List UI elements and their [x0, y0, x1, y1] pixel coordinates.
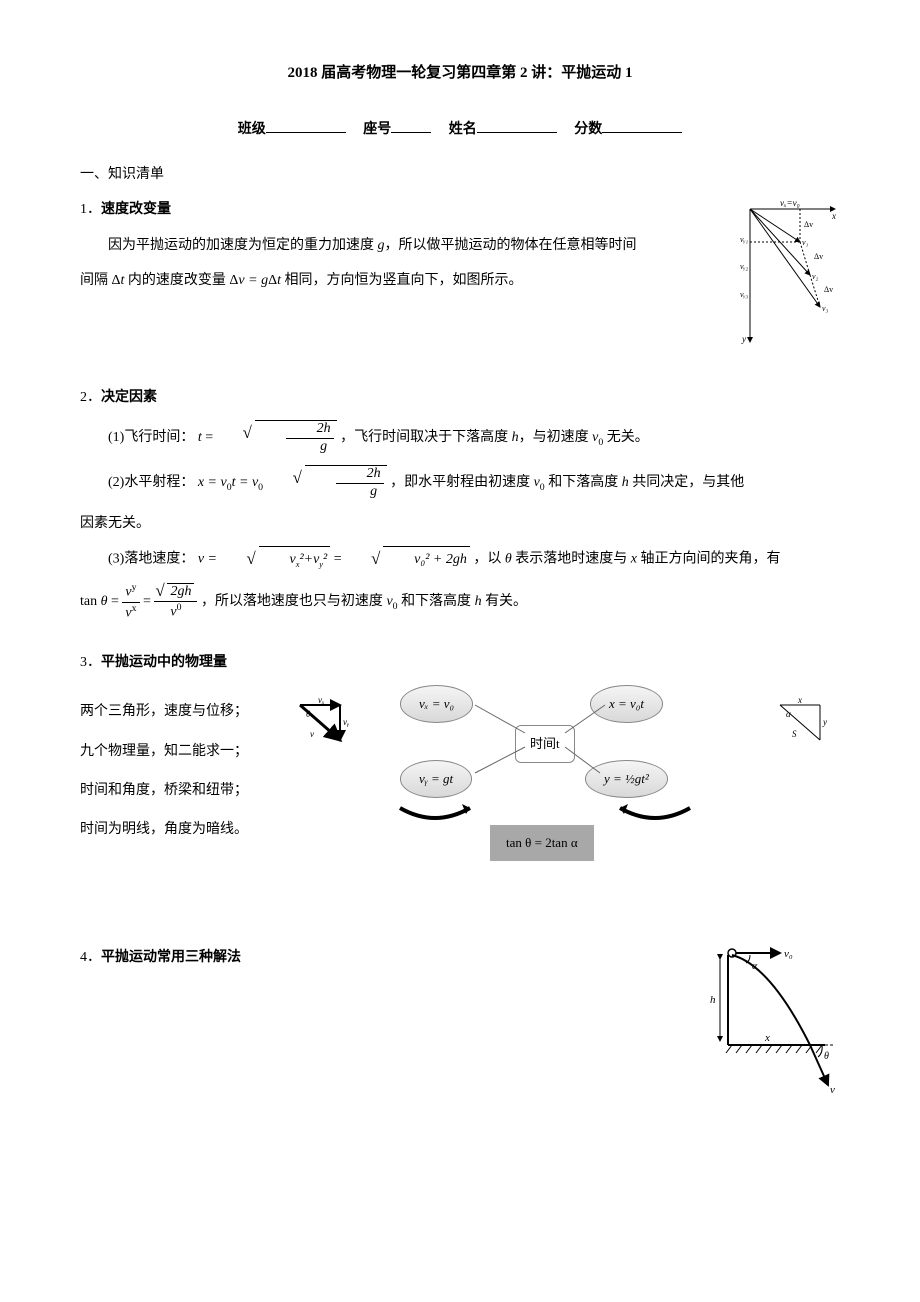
- svg-text:x: x: [764, 1032, 770, 1044]
- center-time-box: 时间t: [515, 725, 575, 762]
- fig1-dv3: Δv: [824, 285, 833, 294]
- section-1-heading: 一、知识清单: [80, 162, 840, 187]
- figure-projectile: v₀ α h x θ v: [710, 945, 840, 1104]
- doc-title: 2018 届高考物理一轮复习第四章第 2 讲：平抛运动 1: [80, 60, 840, 87]
- s3-line4: 时间为明线，角度为暗线。: [80, 817, 280, 842]
- svg-text:vᵧ: vᵧ: [343, 717, 349, 727]
- s2-l1: (1)飞行时间： t = 2hg ，飞行时间取决于下落高度 h，与初速度 v0 …: [80, 420, 840, 456]
- fig1-dv1: Δv: [804, 220, 813, 229]
- s3-diagram-row: 两个三角形，速度与位移； 九个物理量，知二能求一； 时间和角度，桥梁和纽带； 时…: [80, 685, 840, 885]
- fig1-vy2: vᵧ₂: [740, 262, 748, 271]
- name-label: 姓名: [449, 122, 477, 137]
- s3-diagram: vₓ θ vᵧ v x α y S vₓ = v₀ x = v₀t vᵧ = g…: [290, 685, 840, 885]
- name-blank[interactable]: [477, 118, 557, 133]
- s2-l2: (2)水平射程： x = v0t = v0 2hg ，即水平射程由初速度 v0 …: [80, 465, 840, 501]
- s2-heading: 2．决定因素: [80, 385, 840, 410]
- score-blank[interactable]: [602, 118, 682, 133]
- s3-text-col: 两个三角形，速度与位移； 九个物理量，知二能求一； 时间和角度，桥梁和纽带； 时…: [80, 685, 280, 856]
- svg-text:θ: θ: [824, 1051, 829, 1062]
- class-blank[interactable]: [266, 118, 346, 133]
- fig1-dv2: Δv: [814, 252, 823, 261]
- svg-text:y: y: [822, 717, 827, 727]
- fig1-v2: v₂: [812, 272, 819, 281]
- s1-p2: 间隔 Δt 内的速度改变量 Δv = gΔt 相同，方向恒为竖直向下，如图所示。: [80, 268, 840, 293]
- score-label: 分数: [574, 122, 602, 137]
- fill-row: 班级 座号 姓名 分数: [80, 117, 840, 142]
- s1-heading: 1．速度改变量: [80, 197, 840, 222]
- figure-velocity-change: vₓ=v₀ x y Δv vᵧ₁ v₁ Δv vᵧ₂ v₂ Δv vᵧ₃ v₃: [740, 197, 840, 356]
- fig1-v1: v₁: [802, 238, 809, 247]
- svg-text:v₀: v₀: [784, 948, 793, 960]
- svg-text:S: S: [792, 729, 797, 739]
- fig1-x-label: x: [831, 211, 836, 221]
- class-label: 班级: [238, 122, 266, 137]
- fig1-vx-label: vₓ=v₀: [780, 198, 800, 208]
- left-triangle-icon: vₓ θ vᵧ v: [290, 695, 360, 755]
- fig1-vy1: vᵧ₁: [740, 235, 748, 244]
- svg-text:vₓ: vₓ: [318, 695, 325, 705]
- curve-arrow-left-icon: [390, 800, 480, 830]
- fig1-v3: v₃: [822, 304, 829, 313]
- s2-l3: (3)落地速度： v = vx²+vy² = v₀² + 2gh ，以 θ 表示…: [80, 546, 840, 572]
- svg-text:θ: θ: [306, 709, 311, 719]
- bubble-x: x = v₀t: [590, 685, 663, 722]
- curve-arrow-right-icon: [610, 800, 700, 830]
- seat-label: 座号: [363, 122, 391, 137]
- right-triangle-icon: x α y S: [770, 695, 840, 755]
- s1-p1: 因为平抛运动的加速度为恒定的重力加速度 g，所以做平抛运动的物体在任意相等时间: [80, 233, 840, 258]
- fig1-y-label: y: [741, 334, 746, 344]
- svg-text:v: v: [830, 1084, 835, 1095]
- seat-blank[interactable]: [391, 118, 431, 133]
- s2-l2b: 因素无关。: [80, 511, 840, 536]
- fig1-vy3: vᵧ₃: [740, 290, 748, 299]
- svg-text:h: h: [710, 994, 716, 1006]
- svg-text:v: v: [310, 729, 314, 739]
- bubble-y: y = ½gt²: [585, 760, 668, 797]
- svg-text:α: α: [752, 961, 758, 972]
- s3-line3: 时间和角度，桥梁和纽带；: [80, 778, 280, 803]
- s3-line1: 两个三角形，速度与位移；: [80, 699, 280, 724]
- bubble-vy: vᵧ = gt: [400, 760, 472, 797]
- tan-relation-box: tan θ = 2tan α: [490, 825, 594, 860]
- bubble-vx: vₓ = v₀: [400, 685, 473, 722]
- svg-text:x: x: [797, 695, 802, 705]
- svg-text:α: α: [786, 709, 791, 719]
- s2-l4: tan θ = vyvx = 2ghv0 ，所以落地速度也只与初速度 v0 和下…: [80, 582, 840, 622]
- s3-line2: 九个物理量，知二能求一；: [80, 739, 280, 764]
- s3-heading: 3．平抛运动中的物理量: [80, 650, 840, 675]
